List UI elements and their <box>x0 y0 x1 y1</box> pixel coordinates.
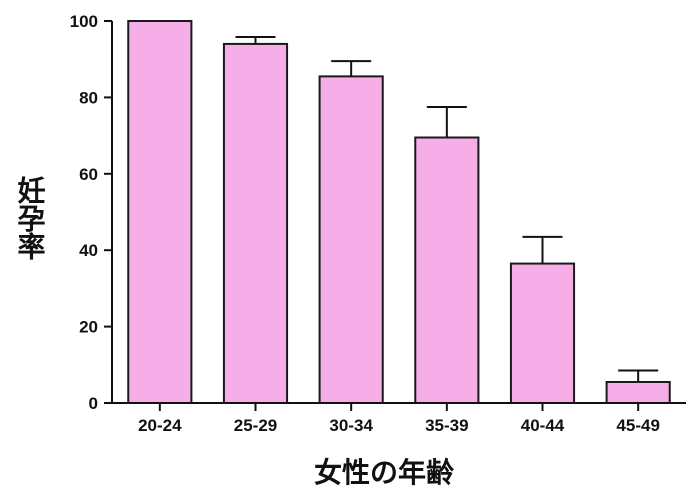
bar-45-49 <box>605 380 671 404</box>
x-tick-label: 20-24 <box>138 416 182 435</box>
bar-35-39 <box>414 136 480 404</box>
x-tick-label: 35-39 <box>425 416 468 435</box>
y-tick-label: 100 <box>70 12 98 31</box>
y-tick-label: 60 <box>79 165 98 184</box>
bars-group <box>127 20 671 404</box>
y-tick-label: 20 <box>79 318 98 337</box>
y-axis-title: 妊孕率 <box>14 176 47 260</box>
bar-30-34 <box>318 75 384 404</box>
bar-40-44 <box>509 262 576 404</box>
x-tick-label: 40-44 <box>521 416 565 435</box>
y-tick-label: 0 <box>89 394 98 413</box>
x-tick-label: 30-34 <box>329 416 373 435</box>
y-tick-label: 40 <box>79 241 98 260</box>
y-ticks-group: 0 20 40 60 80 100 <box>70 12 112 413</box>
x-tick-label: 25-29 <box>234 416 277 435</box>
x-tick-label: 45-49 <box>616 416 659 435</box>
x-ticks-group: 20-24 25-29 30-34 35-39 40-44 45-49 <box>138 403 660 435</box>
bar-20-24 <box>127 20 193 404</box>
y-tick-label: 80 <box>79 88 98 107</box>
x-axis-title: 女性の年齢 <box>314 456 454 489</box>
error-bars-group <box>235 36 659 382</box>
bar-25-29 <box>222 42 289 404</box>
